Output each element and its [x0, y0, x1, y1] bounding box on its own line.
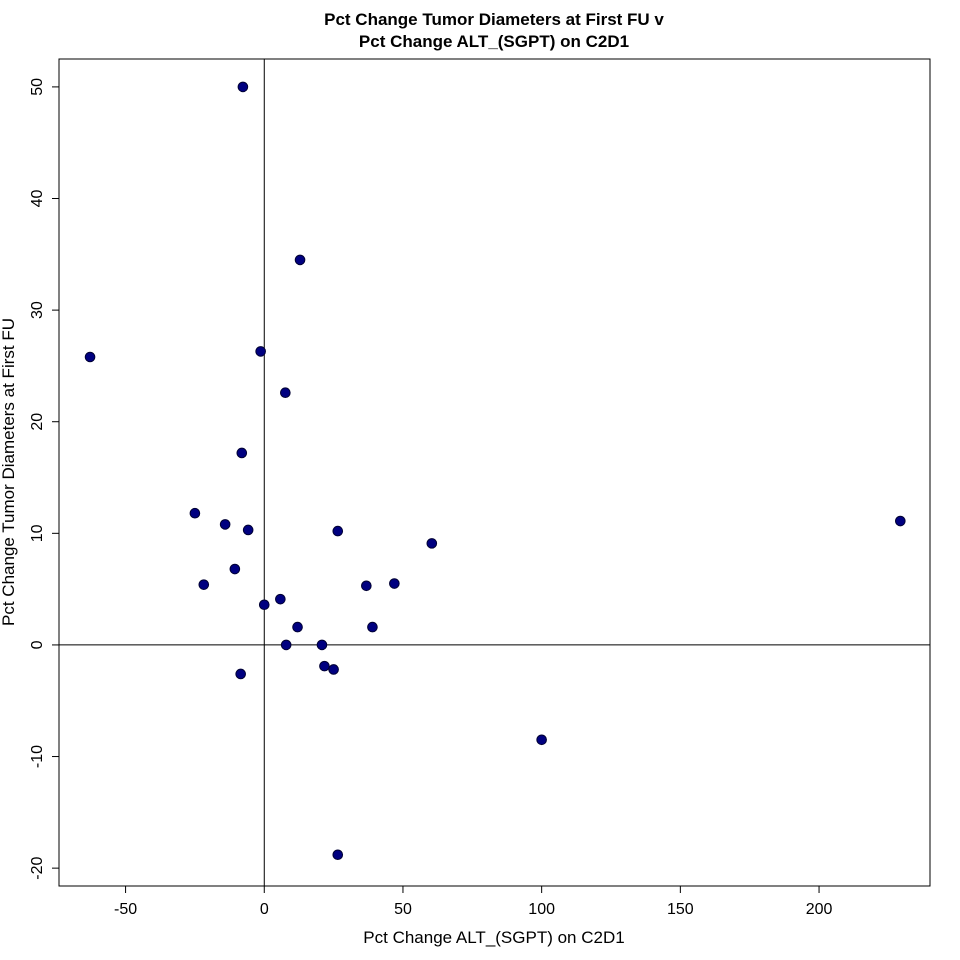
x-axis-label: Pct Change ALT_(SGPT) on C2D1 [363, 928, 624, 947]
y-tick-label: -10 [29, 745, 46, 768]
data-point [280, 387, 291, 399]
data-point [367, 621, 378, 633]
data-point [258, 599, 270, 611]
data-point [292, 621, 303, 633]
data-point [84, 351, 96, 363]
data-points [84, 81, 906, 861]
data-point [280, 639, 292, 651]
data-point [198, 579, 210, 590]
data-point [426, 538, 438, 549]
chart-title-line-1: Pct Change Tumor Diameters at First FU v [324, 10, 664, 29]
y-tick-label: 40 [29, 190, 46, 208]
x-tick-label: 0 [260, 901, 269, 918]
y-tick-label: 20 [29, 413, 46, 431]
y-axis-ticks: -20 -10 0 10 20 30 40 50 [29, 78, 59, 880]
data-point [236, 447, 248, 459]
data-point [536, 734, 547, 746]
plot-frame [58, 58, 931, 887]
data-point [332, 849, 344, 861]
x-tick-label: 150 [667, 901, 694, 918]
data-point [328, 664, 339, 675]
y-tick-label: 0 [29, 640, 46, 649]
data-point [219, 519, 231, 530]
chart-title-line-2: Pct Change ALT_(SGPT) on C2D1 [359, 32, 629, 51]
y-tick-label: -20 [29, 856, 46, 879]
x-tick-label: 50 [394, 901, 412, 918]
data-point [294, 254, 306, 266]
x-tick-label: 200 [806, 901, 833, 918]
y-tick-label: 30 [29, 301, 46, 319]
data-point [189, 507, 201, 519]
data-point [895, 515, 906, 527]
data-point [332, 525, 344, 537]
data-point [389, 578, 400, 589]
data-point [319, 660, 330, 672]
y-tick-label: 10 [29, 524, 46, 542]
x-tick-label: -50 [114, 901, 137, 918]
data-point [242, 524, 254, 536]
data-point [316, 639, 328, 651]
x-axis-ticks: -50 0 50 100 150 200 [114, 886, 832, 918]
data-point [361, 580, 372, 592]
data-point [235, 668, 246, 680]
data-point [237, 81, 249, 93]
data-point [255, 346, 266, 357]
data-point [275, 593, 286, 605]
data-point [229, 563, 241, 575]
y-axis-label: Pct Change Tumor Diameters at First FU [0, 318, 18, 626]
y-tick-label: 50 [29, 78, 46, 96]
x-tick-label: 100 [528, 901, 555, 918]
